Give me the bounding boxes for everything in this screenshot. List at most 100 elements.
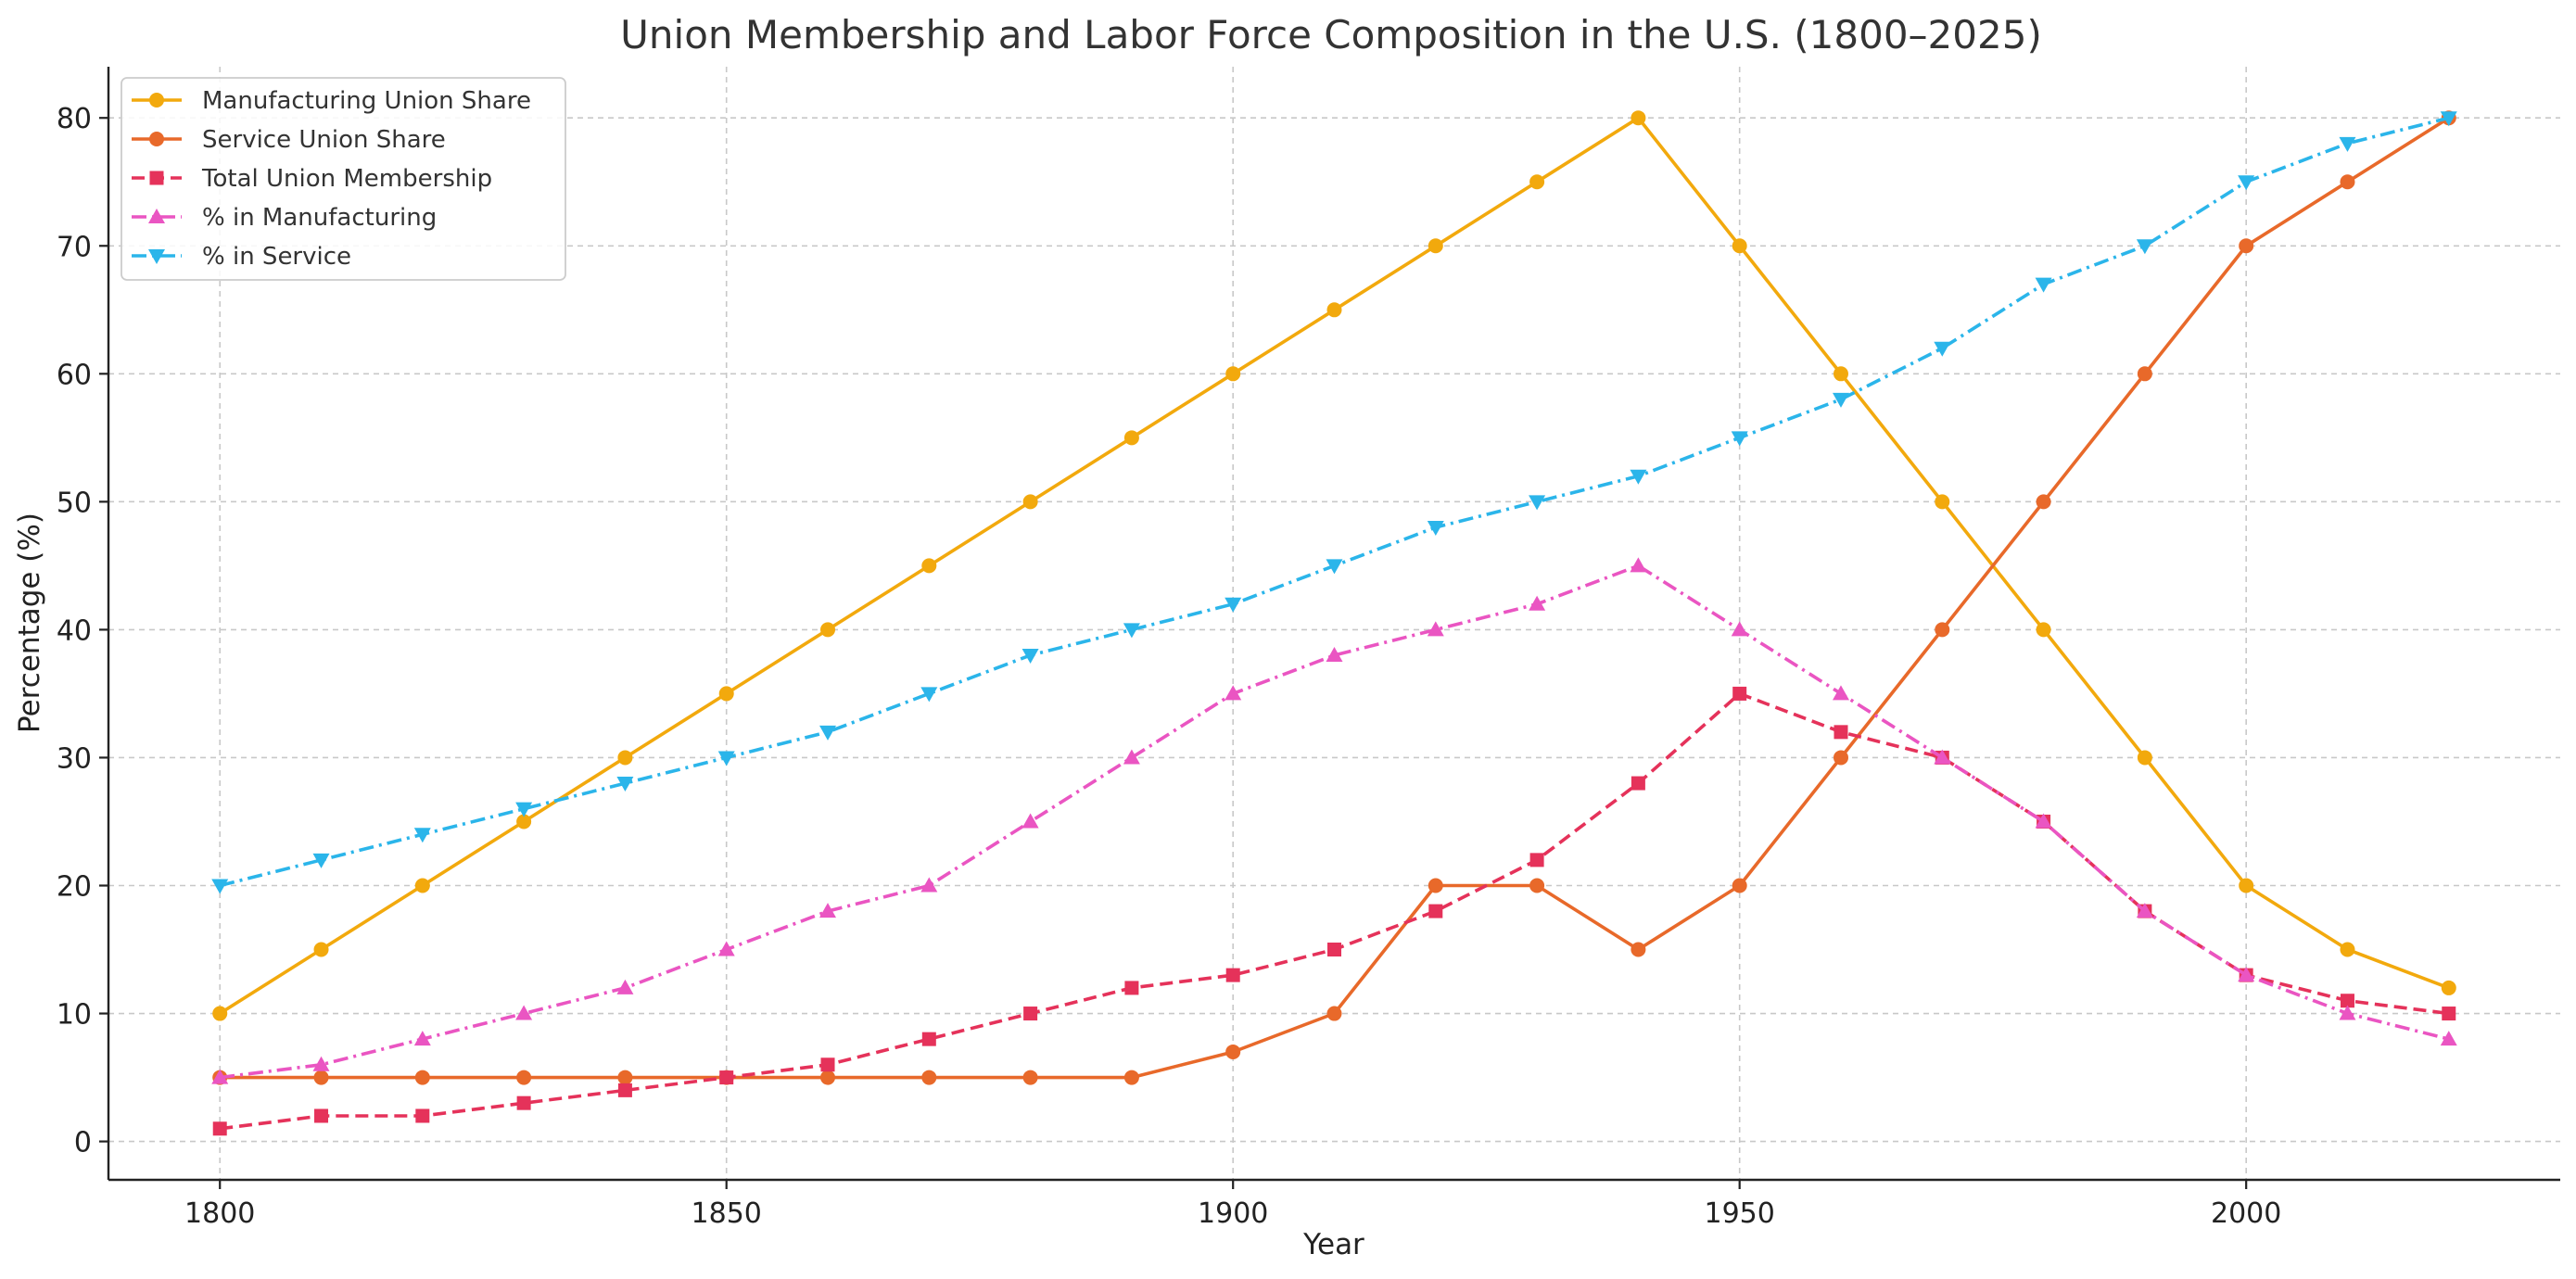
data-point-1870 [921, 1070, 937, 1085]
data-point-1900 [1225, 968, 1240, 982]
y-axis-label: Percentage (%) [13, 513, 46, 733]
data-point-1810 [314, 1108, 329, 1123]
data-point-1860 [819, 903, 837, 918]
ticks-layer: 1800 1850 1900 1950 2000 0 10 20 30 40 50 60 70 80 [57, 103, 2282, 1230]
data-point-legend [149, 132, 164, 146]
data-point-1890 [1123, 749, 1140, 765]
data-point-1840 [616, 979, 634, 994]
data-point-1980 [2035, 813, 2052, 829]
data-point-1820 [415, 1108, 430, 1123]
data-point-2000 [2239, 878, 2254, 893]
data-point-1900 [1225, 685, 1242, 701]
data-point-1920 [1427, 520, 1444, 536]
y-tick-label: 40 [57, 614, 92, 647]
data-point-1940 [1631, 776, 1645, 791]
data-point-1980 [2035, 277, 2052, 293]
data-point-1960 [1832, 685, 1849, 701]
data-point-1960 [1834, 725, 1848, 740]
data-point-2010 [2340, 994, 2354, 1008]
x-tick-label: 1900 [1198, 1197, 1268, 1230]
data-point-1930 [1529, 595, 1546, 611]
data-point-1800 [212, 1006, 228, 1021]
data-point-1930 [1529, 878, 1545, 893]
data-point-1840 [616, 777, 634, 792]
data-point-1870 [921, 1032, 936, 1046]
y-tick-label: 0 [74, 1127, 92, 1159]
data-point-1870 [921, 558, 937, 574]
data-point-1970 [1934, 341, 1951, 357]
data-point-1900 [1225, 1044, 1241, 1059]
data-point-1940 [1631, 110, 1646, 126]
data-point-1860 [820, 622, 836, 638]
data-point-2010 [2339, 1005, 2356, 1020]
data-point-2020 [2440, 1031, 2457, 1046]
series-line [219, 564, 2450, 1080]
data-point-1960 [1832, 392, 1849, 408]
data-point-1980 [2036, 622, 2051, 638]
data-point-1980 [2036, 494, 2051, 510]
data-point-1950 [1732, 878, 1747, 893]
data-point-1860 [819, 725, 837, 741]
data-point-1880 [1023, 1007, 1038, 1021]
data-point-1930 [1529, 174, 1545, 190]
data-point-legend [149, 93, 164, 108]
data-point-2000 [2238, 175, 2255, 191]
data-point-1890 [1123, 623, 1140, 639]
y-tick-label: 50 [57, 487, 92, 519]
data-point-1940 [1630, 557, 1647, 573]
data-point-1990 [2137, 366, 2152, 382]
data-point-1810 [312, 1056, 330, 1071]
data-point-1920 [1428, 904, 1443, 918]
data-point-1880 [1022, 1070, 1038, 1085]
data-point-1970 [1935, 494, 1950, 510]
data-point-1830 [515, 1005, 533, 1020]
data-point-1840 [617, 750, 633, 766]
data-point-1870 [920, 877, 938, 893]
data-point-1990 [2136, 239, 2153, 255]
legend-box [121, 77, 566, 281]
data-point-1840 [617, 1083, 632, 1097]
y-tick-label: 30 [57, 742, 92, 775]
y-tick-label: 60 [57, 359, 92, 391]
legend-label: % in Service [202, 243, 351, 271]
data-point-1960 [1833, 750, 1848, 766]
data-point-2010 [2340, 174, 2355, 190]
data-point-2020 [2442, 1007, 2456, 1021]
data-point-1910 [1326, 302, 1342, 318]
data-point-1920 [1428, 878, 1443, 893]
legend: Manufacturing Union Share Service Union S… [121, 77, 566, 281]
legend-label: Total Union Membership [201, 165, 492, 193]
data-point-1870 [920, 687, 938, 703]
data-point-1860 [820, 1070, 836, 1085]
data-point-1910 [1326, 647, 1343, 663]
data-point-1990 [2137, 750, 2152, 766]
data-point-1830 [515, 802, 533, 817]
data-point-1830 [516, 1070, 532, 1085]
data-point-2010 [2339, 136, 2356, 152]
data-point-1840 [617, 1070, 633, 1085]
legend-item: Total Union Membership [132, 165, 492, 193]
data-point-2000 [2239, 238, 2254, 254]
data-point-1950 [1732, 238, 1747, 254]
data-point-1950 [1731, 621, 1748, 637]
data-point-1830 [516, 1095, 531, 1110]
data-point-1810 [312, 853, 330, 868]
legend-label: Service Union Share [202, 126, 446, 154]
axes [107, 67, 2560, 1182]
series-layer [211, 110, 2457, 1136]
data-point-1880 [1022, 649, 1039, 665]
data-point-1850 [717, 941, 735, 956]
y-tick-label: 80 [57, 103, 92, 135]
data-point-1960 [1833, 366, 1848, 382]
data-point-1830 [516, 814, 532, 829]
x-tick-label: 1950 [1705, 1197, 1775, 1230]
data-point-2000 [2238, 967, 2255, 982]
data-point-1850 [719, 1070, 734, 1085]
x-tick-label: 1850 [692, 1197, 762, 1230]
x-tick-label: 1800 [184, 1197, 255, 1230]
data-point-1850 [717, 751, 735, 766]
data-point-legend [148, 209, 165, 223]
data-point-legend [149, 171, 164, 185]
data-point-1890 [1123, 1070, 1139, 1085]
legend-item: Manufacturing Union Share [132, 87, 531, 115]
